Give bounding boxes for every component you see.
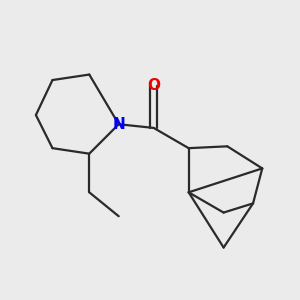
Text: N: N — [112, 117, 125, 132]
Text: O: O — [147, 78, 160, 93]
